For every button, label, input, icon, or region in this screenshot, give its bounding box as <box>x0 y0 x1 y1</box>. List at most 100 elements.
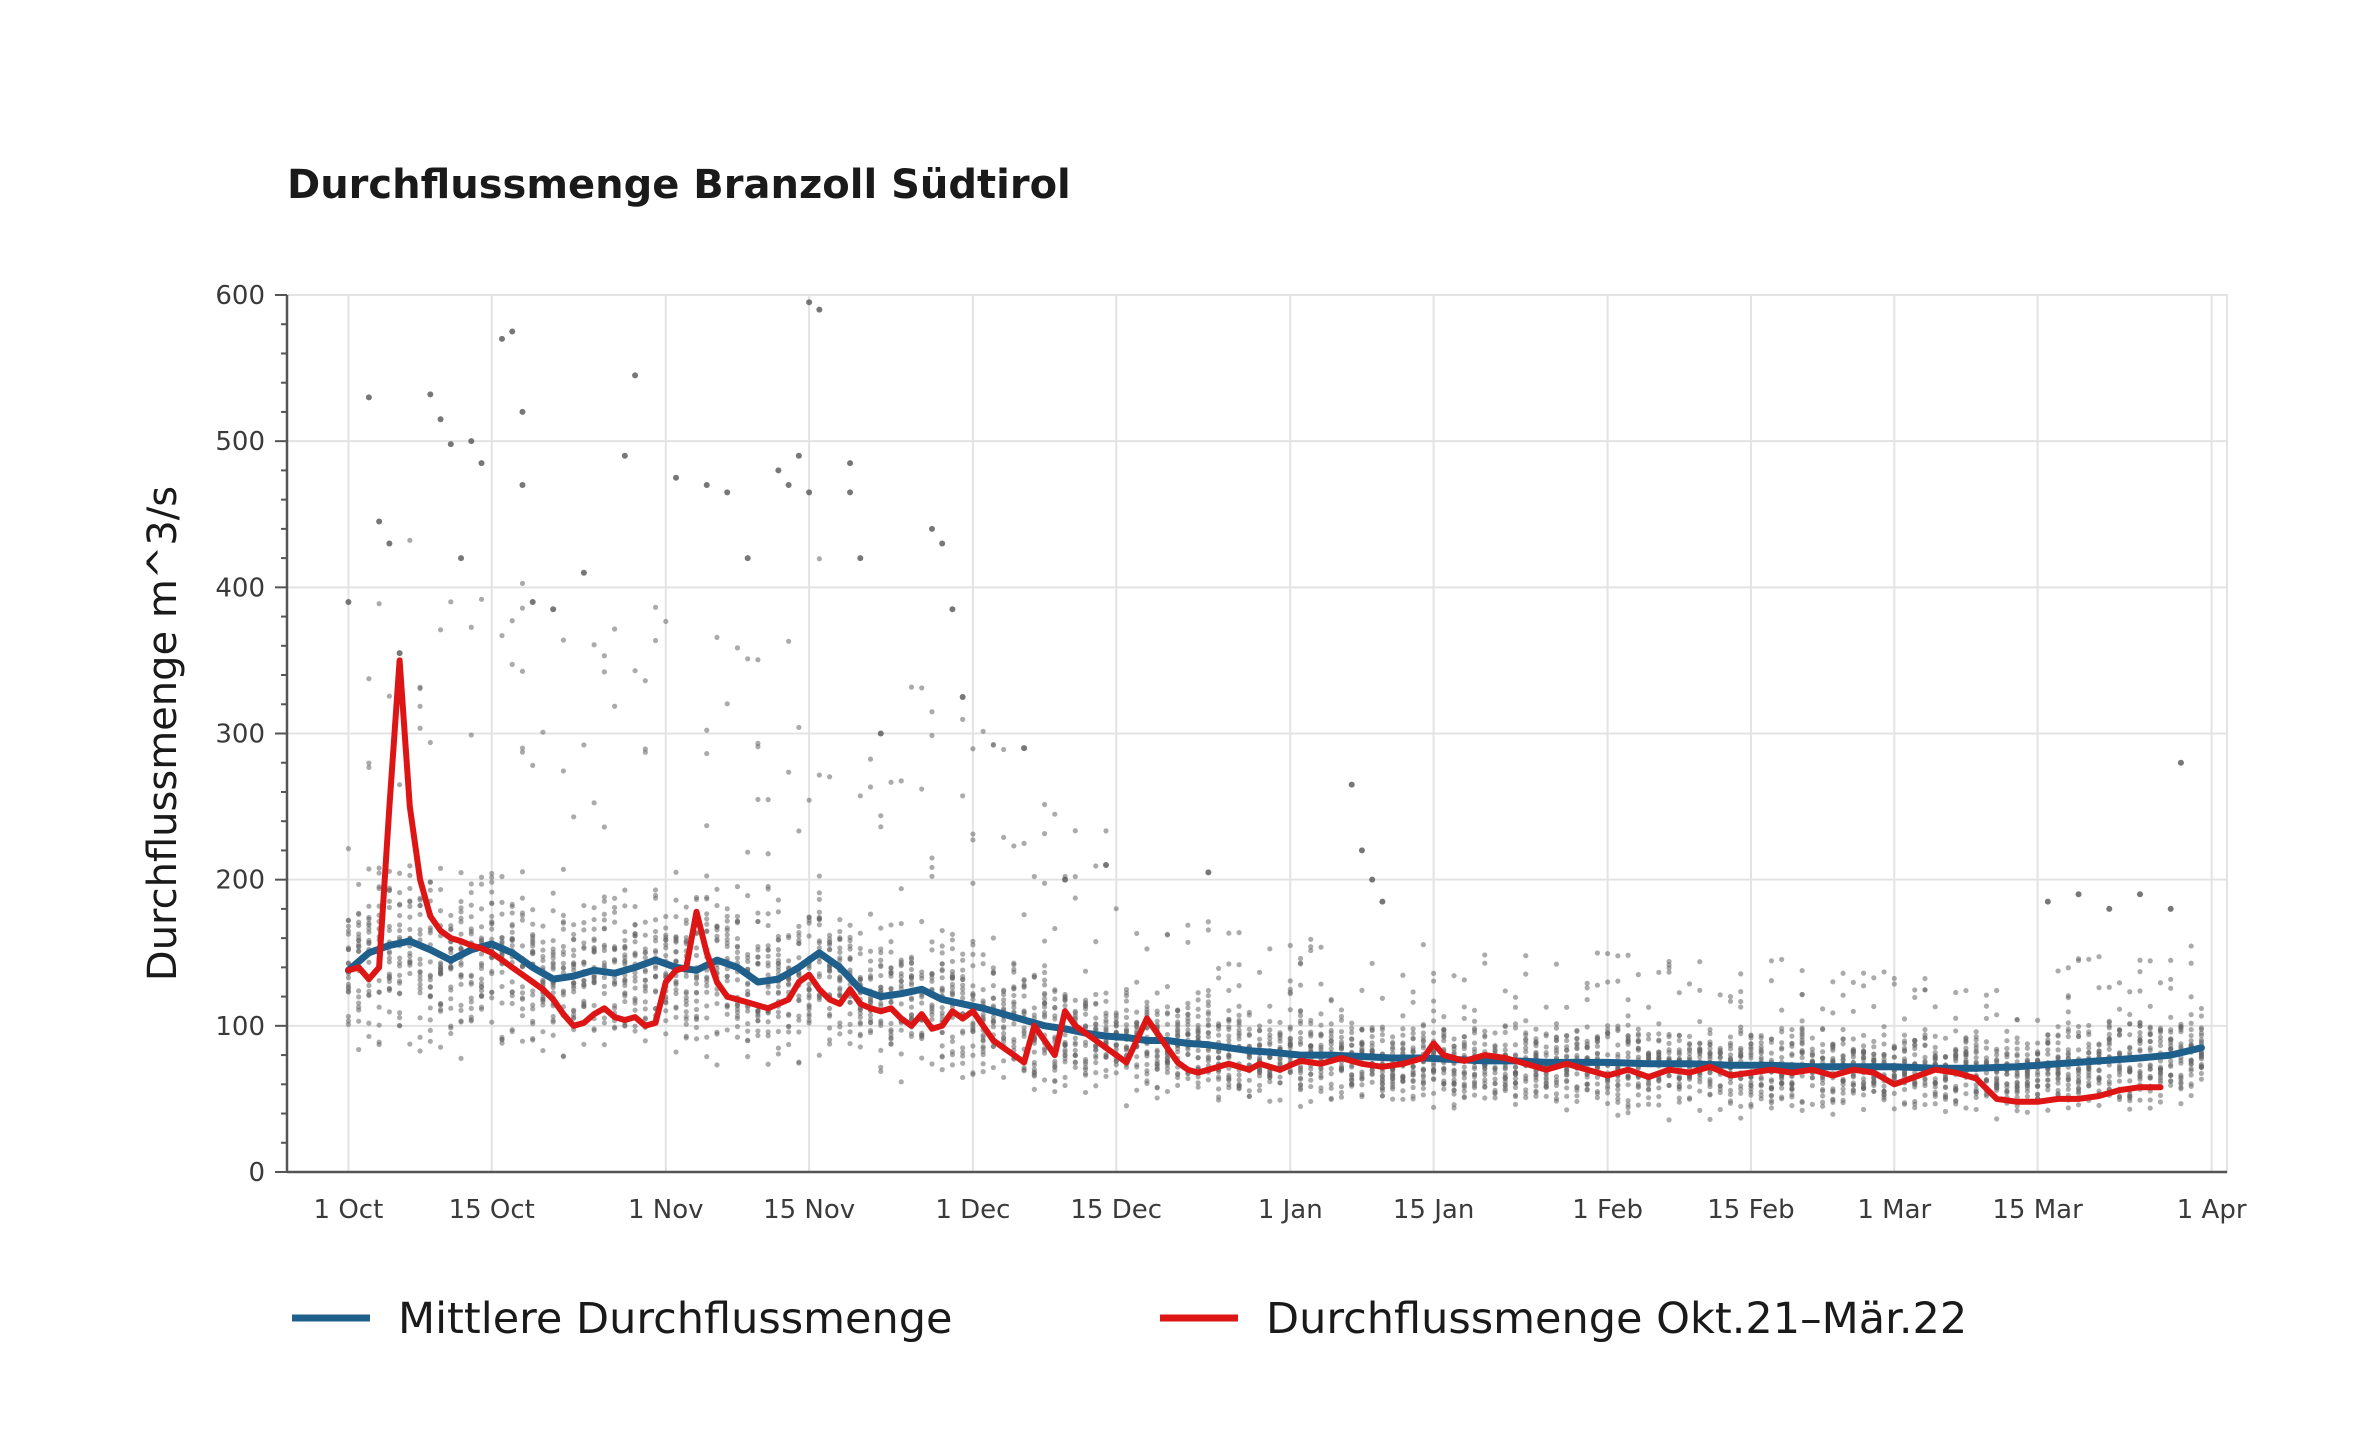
historical-point <box>1860 1076 1867 1082</box>
historical-point <box>1697 1018 1703 1025</box>
historical-point <box>2168 957 2174 963</box>
historical-outlier-point <box>1379 898 1386 905</box>
historical-point <box>1727 1087 1734 1094</box>
historical-point <box>2178 1101 2184 1107</box>
historical-point <box>550 1013 556 1020</box>
historical-point <box>468 1005 474 1011</box>
historical-point <box>1154 1066 1160 1072</box>
historical-point <box>2065 1009 2071 1015</box>
historical-point <box>1830 1045 1836 1051</box>
historical-point <box>427 993 433 999</box>
historical-point <box>1001 1036 1007 1042</box>
historical-point <box>857 1044 863 1050</box>
historical-point <box>1891 1076 1897 1082</box>
historical-point <box>1625 1104 1631 1111</box>
historical-point <box>1410 1045 1416 1051</box>
x-tick-label: 1 Mar <box>1857 1195 1931 1225</box>
historical-point <box>1840 1026 1846 1033</box>
historical-point <box>1492 1042 1498 1049</box>
historical-point <box>1154 1095 1160 1101</box>
historical-point <box>734 977 741 983</box>
historical-point <box>1686 981 1693 987</box>
historical-point <box>960 793 966 799</box>
historical-point <box>867 967 874 973</box>
historical-point <box>1727 1098 1734 1104</box>
historical-point <box>1799 1107 1805 1113</box>
historical-point <box>1390 1071 1396 1077</box>
historical-point <box>1041 1012 1048 1018</box>
historical-point <box>2116 1032 2123 1038</box>
historical-point <box>1983 1039 1990 1045</box>
historical-point <box>1175 1021 1181 1027</box>
historical-point <box>2127 1078 2133 1084</box>
historical-point <box>1635 1026 1641 1032</box>
historical-point <box>878 1047 884 1054</box>
historical-point <box>1205 992 1211 999</box>
historical-point <box>1103 1073 1109 1079</box>
historical-point <box>1942 1084 1949 1091</box>
historical-point <box>356 1018 362 1024</box>
historical-point <box>458 905 464 911</box>
historical-point <box>468 926 474 932</box>
historical-point <box>929 1002 935 1008</box>
historical-point <box>796 993 802 999</box>
historical-point <box>857 977 863 983</box>
historical-point <box>1482 1041 1488 1047</box>
historical-point <box>1471 1063 1478 1070</box>
historical-point <box>960 990 966 996</box>
historical-point <box>1543 1044 1549 1050</box>
historical-point <box>1738 988 1744 995</box>
historical-point <box>1226 930 1232 936</box>
historical-point <box>1123 1022 1130 1028</box>
historical-point <box>1267 1055 1273 1061</box>
historical-point <box>2086 1079 2092 1086</box>
historical-point <box>939 1005 945 1011</box>
historical-point <box>724 925 730 931</box>
historical-point <box>1799 991 1805 998</box>
historical-point <box>1482 952 1488 958</box>
historical-point <box>1830 1059 1836 1065</box>
historical-point <box>448 1005 454 1011</box>
historical-point <box>1830 1111 1836 1117</box>
historical-point <box>1072 828 1078 834</box>
historical-point <box>1297 1012 1304 1019</box>
historical-point <box>1072 874 1078 880</box>
historical-point <box>550 952 556 958</box>
historical-point <box>1717 1047 1723 1053</box>
historical-point <box>1267 1027 1273 1033</box>
historical-point <box>908 982 915 988</box>
historical-point <box>2086 1031 2092 1038</box>
historical-point <box>1625 1082 1631 1088</box>
historical-point <box>704 928 710 934</box>
historical-point <box>356 988 362 994</box>
historical-point <box>642 977 648 983</box>
historical-point <box>1891 981 1897 987</box>
historical-point <box>1953 1058 1959 1064</box>
historical-point <box>786 1011 792 1017</box>
historical-point <box>499 1000 505 1006</box>
historical-point <box>1052 996 1058 1002</box>
historical-point <box>898 978 904 984</box>
historical-point <box>867 976 874 982</box>
historical-point <box>1820 1080 1826 1086</box>
historical-point <box>775 1009 781 1015</box>
historical-point <box>519 668 526 674</box>
historical-point <box>550 1032 556 1038</box>
historical-point <box>611 1024 618 1030</box>
historical-point <box>1492 1070 1498 1076</box>
historical-point <box>867 756 874 762</box>
historical-point <box>1512 1084 1519 1091</box>
historical-point <box>1369 1027 1375 1033</box>
historical-point <box>1748 1086 1754 1092</box>
historical-point <box>1093 939 1099 945</box>
historical-point <box>898 886 904 892</box>
historical-point <box>1011 1044 1017 1050</box>
historical-point <box>1912 1037 1918 1043</box>
historical-point <box>878 1000 884 1006</box>
historical-point <box>2116 1078 2123 1084</box>
historical-point <box>765 1029 771 1035</box>
historical-point <box>1676 1049 1682 1055</box>
historical-point <box>642 919 648 925</box>
historical-point <box>1738 1053 1744 1059</box>
historical-point <box>929 864 935 871</box>
